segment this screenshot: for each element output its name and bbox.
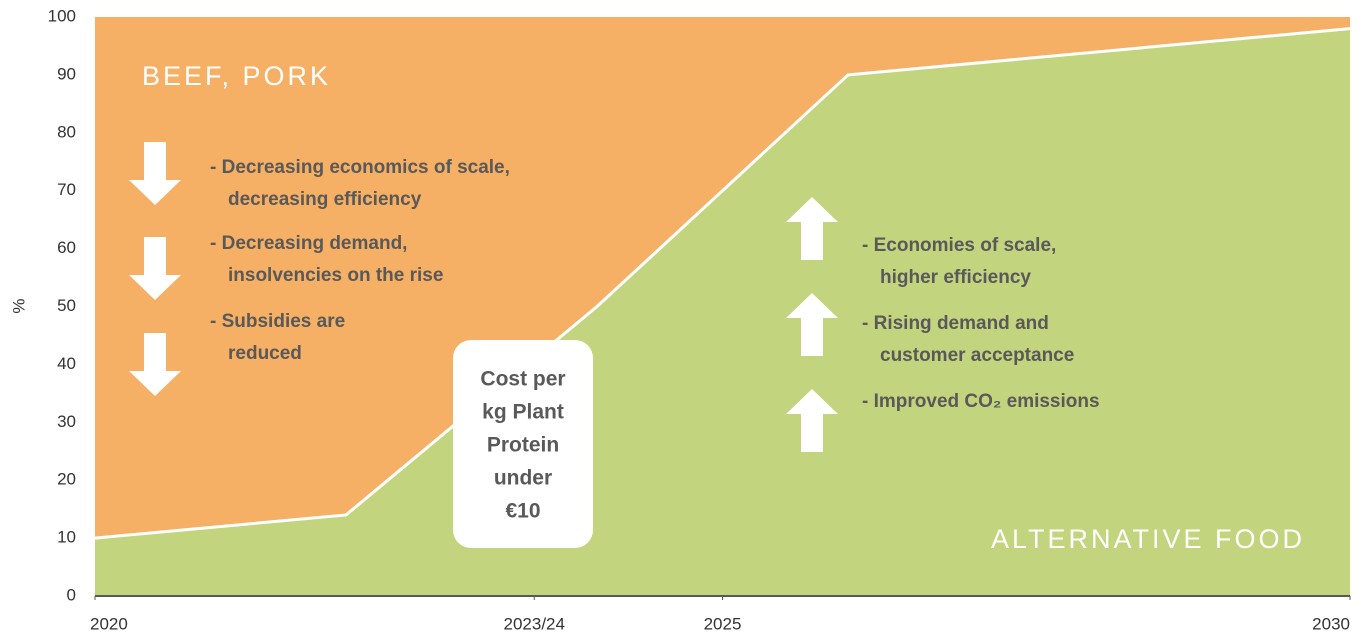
up-arrow [786, 293, 838, 356]
y-tick-label: 10 [57, 528, 76, 547]
annotation: reduced [228, 343, 302, 364]
callout-text: under [494, 467, 552, 490]
annotation: - Decreasing demand, [210, 233, 407, 254]
series-label: ALTERNATIVE FOOD [991, 524, 1305, 554]
annotation: customer acceptance [880, 345, 1074, 366]
y-tick-label: 70 [57, 180, 76, 199]
callout-text: Protein [487, 434, 559, 457]
down-arrow [129, 333, 181, 396]
y-axis-label: % [9, 298, 28, 313]
y-tick-label: 90 [57, 64, 76, 83]
x-tick-label: 2025 [704, 614, 742, 633]
callout-text: Cost per [480, 368, 565, 391]
y-tick-label: 80 [57, 122, 76, 141]
down-arrow [129, 142, 181, 205]
area [95, 17, 1350, 539]
annotation: higher efficiency [880, 267, 1031, 288]
y-tick-label: 40 [57, 354, 76, 373]
annotation: - Rising demand and [862, 313, 1049, 334]
areas [94, 17, 1351, 596]
up-arrow [786, 197, 838, 260]
annotation: - Decreasing economics of scale, [210, 157, 510, 178]
callout-text: €10 [505, 500, 540, 523]
arrows [129, 142, 838, 452]
boundary-line [94, 27, 1351, 540]
annotation: - Improved CO₂ emissions [862, 391, 1100, 412]
callout-box [453, 340, 593, 548]
y-tick-label: 50 [57, 296, 76, 315]
down-arrow [129, 237, 181, 300]
x-tick-label: 2020 [90, 614, 128, 633]
callout-text: kg Plant [482, 401, 564, 424]
up-arrow [786, 389, 838, 452]
y-tick-label: 20 [57, 470, 76, 489]
area [95, 28, 1350, 596]
y-tick-label: 60 [57, 238, 76, 257]
x-tick-label: 2030 [1312, 614, 1350, 633]
annotation: decreasing efficiency [228, 189, 422, 210]
y-tick-label: 0 [67, 585, 76, 604]
annotation: insolvencies on the rise [228, 265, 443, 286]
y-tick-label: 30 [57, 412, 76, 431]
x-tick-label: 2023/24 [504, 614, 565, 633]
y-tick-label: 100 [48, 6, 76, 25]
annotation: - Economies of scale, [862, 235, 1056, 256]
series-label: BEEF, PORK [142, 61, 331, 91]
annotation: - Subsidies are [210, 311, 345, 332]
